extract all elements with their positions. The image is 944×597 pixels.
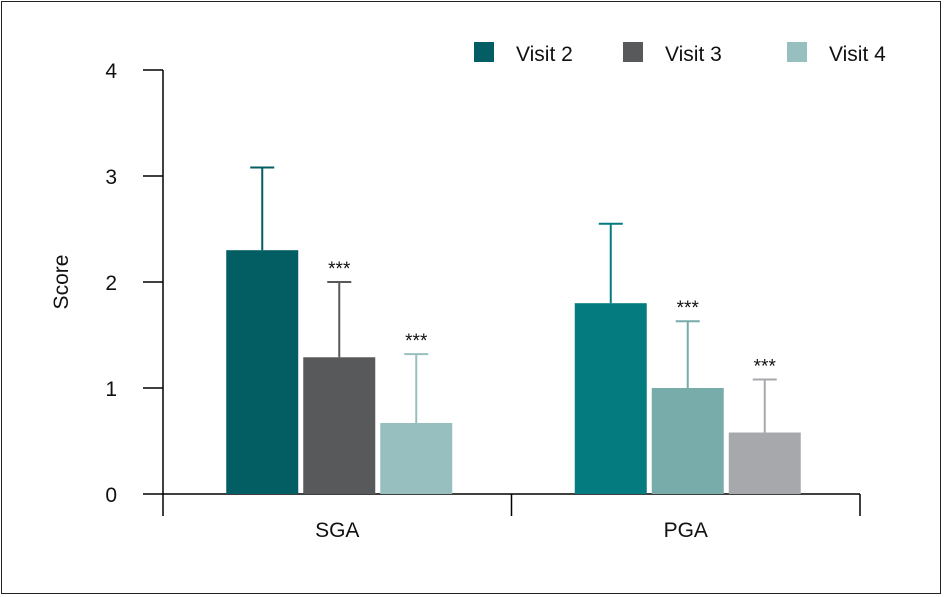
bar-visit-3-pga [651, 388, 724, 494]
y-axis-label: Score [50, 255, 73, 310]
legend: Visit 2 Visit 3 Visit 4 [474, 42, 886, 66]
x-tick-label: PGA [664, 519, 708, 542]
y-tick-label: 0 [105, 484, 117, 507]
bar-visit-2-sga [226, 250, 299, 494]
significance-label: *** [405, 331, 428, 352]
y-tick-label: 4 [105, 60, 117, 83]
bar-visit-4-sga [380, 422, 453, 494]
y-tick-label: 1 [105, 378, 117, 401]
legend-swatch [623, 42, 643, 62]
legend-label: Visit 4 [829, 43, 886, 66]
bar-visit-3-sga [303, 357, 376, 494]
significance-label: *** [328, 259, 351, 280]
bars: *** *** *** *** [226, 166, 801, 494]
legend-swatch [474, 42, 494, 62]
bar-visit-4-pga [728, 432, 801, 494]
x-tick-label: SGA [315, 519, 359, 542]
legend-label: Visit 2 [516, 43, 573, 66]
significance-label: *** [677, 298, 700, 319]
legend-swatch [787, 42, 807, 62]
y-tick-label: 2 [105, 272, 117, 295]
significance-label: *** [754, 357, 777, 378]
legend-label: Visit 3 [665, 43, 722, 66]
y-tick-label: 3 [105, 166, 117, 189]
bar-visit-2-pga [574, 303, 647, 494]
